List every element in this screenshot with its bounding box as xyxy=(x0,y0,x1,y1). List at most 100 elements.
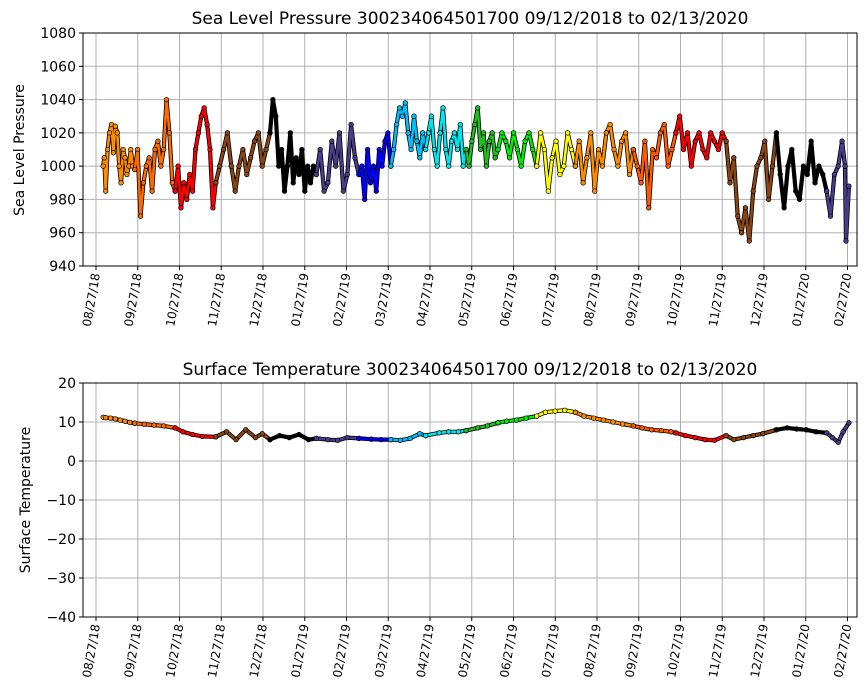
data-point xyxy=(192,146,199,153)
data-series xyxy=(100,414,138,426)
data-point xyxy=(302,188,308,194)
x-tick-label: 02/27/19 xyxy=(330,623,353,679)
data-point xyxy=(233,436,239,443)
x-tick-label: 11/27/19 xyxy=(706,272,729,328)
data-point xyxy=(800,163,807,169)
data-series xyxy=(572,409,636,429)
data-point xyxy=(723,138,729,144)
data-point xyxy=(639,425,645,431)
data-point xyxy=(103,415,109,421)
x-tick-label: 07/27/19 xyxy=(539,272,562,328)
data-point xyxy=(549,155,555,161)
data-point xyxy=(723,432,729,439)
data-point xyxy=(673,130,679,136)
data-point xyxy=(754,163,760,169)
data-point xyxy=(677,113,683,119)
data-point xyxy=(823,430,830,436)
data-point xyxy=(692,434,698,441)
data-point xyxy=(649,427,655,433)
data-point xyxy=(599,163,606,169)
data-point xyxy=(252,434,259,441)
data-point xyxy=(385,130,391,136)
data-point xyxy=(630,146,636,153)
x-tick-label: 09/27/18 xyxy=(122,272,145,328)
data-point xyxy=(568,146,575,153)
data-point xyxy=(466,163,472,169)
data-point xyxy=(630,423,636,429)
data-point xyxy=(393,121,400,128)
data-point xyxy=(104,146,111,153)
data-point xyxy=(731,155,737,161)
data-point xyxy=(333,163,339,169)
data-point xyxy=(175,163,181,169)
data-point xyxy=(267,436,273,443)
x-tick-label: 01/27/20 xyxy=(790,272,813,328)
x-tick-label: 02/27/19 xyxy=(330,272,353,328)
y-tick-label: 940 xyxy=(49,259,76,275)
data-point xyxy=(746,238,752,244)
x-tick-label: 12/27/18 xyxy=(247,272,270,328)
data-point xyxy=(495,146,501,153)
data-point xyxy=(592,188,598,194)
data-point xyxy=(460,163,466,169)
data-point xyxy=(399,113,406,119)
y-tick-label: 1020 xyxy=(40,126,76,142)
x-tick-label: 10/27/19 xyxy=(664,623,687,679)
x-tick-label: 04/27/19 xyxy=(414,623,437,679)
data-point xyxy=(207,146,213,153)
data-point xyxy=(680,146,687,153)
y-tick-label: 20 xyxy=(58,376,76,392)
data-point xyxy=(688,163,694,169)
data-point xyxy=(510,130,517,136)
data-point xyxy=(273,113,279,119)
y-tick-label: 0 xyxy=(67,454,76,470)
data-point xyxy=(477,146,484,153)
data-point xyxy=(835,163,841,169)
data-point xyxy=(840,429,846,435)
data-point xyxy=(523,415,529,421)
data-series xyxy=(723,427,780,443)
x-tick-label: 03/27/19 xyxy=(372,272,395,328)
data-point xyxy=(580,180,586,186)
data-series xyxy=(213,130,273,194)
data-point xyxy=(420,130,426,136)
y-tick-label: 980 xyxy=(49,192,76,208)
data-series xyxy=(267,96,319,194)
data-point xyxy=(646,205,652,211)
data-point xyxy=(638,180,644,186)
x-tick-label: 12/27/19 xyxy=(748,623,771,679)
data-point xyxy=(114,130,120,136)
data-point xyxy=(362,196,368,203)
data-point xyxy=(293,155,299,161)
series-line xyxy=(574,123,635,193)
data-point xyxy=(620,421,626,427)
x-tick-label: 11/27/18 xyxy=(205,623,228,679)
data-point xyxy=(313,435,319,442)
data-point xyxy=(731,436,737,443)
data-point xyxy=(534,163,540,169)
data-point xyxy=(213,180,219,186)
data-point xyxy=(603,130,609,136)
data-point xyxy=(122,155,128,161)
data-point xyxy=(180,429,186,435)
data-point xyxy=(155,138,161,144)
data-point xyxy=(448,138,455,144)
data-point xyxy=(773,130,780,136)
data-point xyxy=(486,138,492,144)
data-point xyxy=(842,163,848,169)
data-point xyxy=(172,425,178,431)
series-line xyxy=(358,437,391,441)
data-point xyxy=(796,196,803,203)
data-point xyxy=(827,213,834,219)
data-point xyxy=(134,146,141,153)
data-point xyxy=(317,146,323,153)
data-point xyxy=(436,430,442,436)
data-point xyxy=(149,188,155,194)
data-point xyxy=(151,422,157,428)
data-point xyxy=(178,205,184,211)
data-point xyxy=(700,146,706,153)
data-point xyxy=(158,163,164,169)
data-point xyxy=(843,238,849,244)
data-point xyxy=(581,413,587,419)
